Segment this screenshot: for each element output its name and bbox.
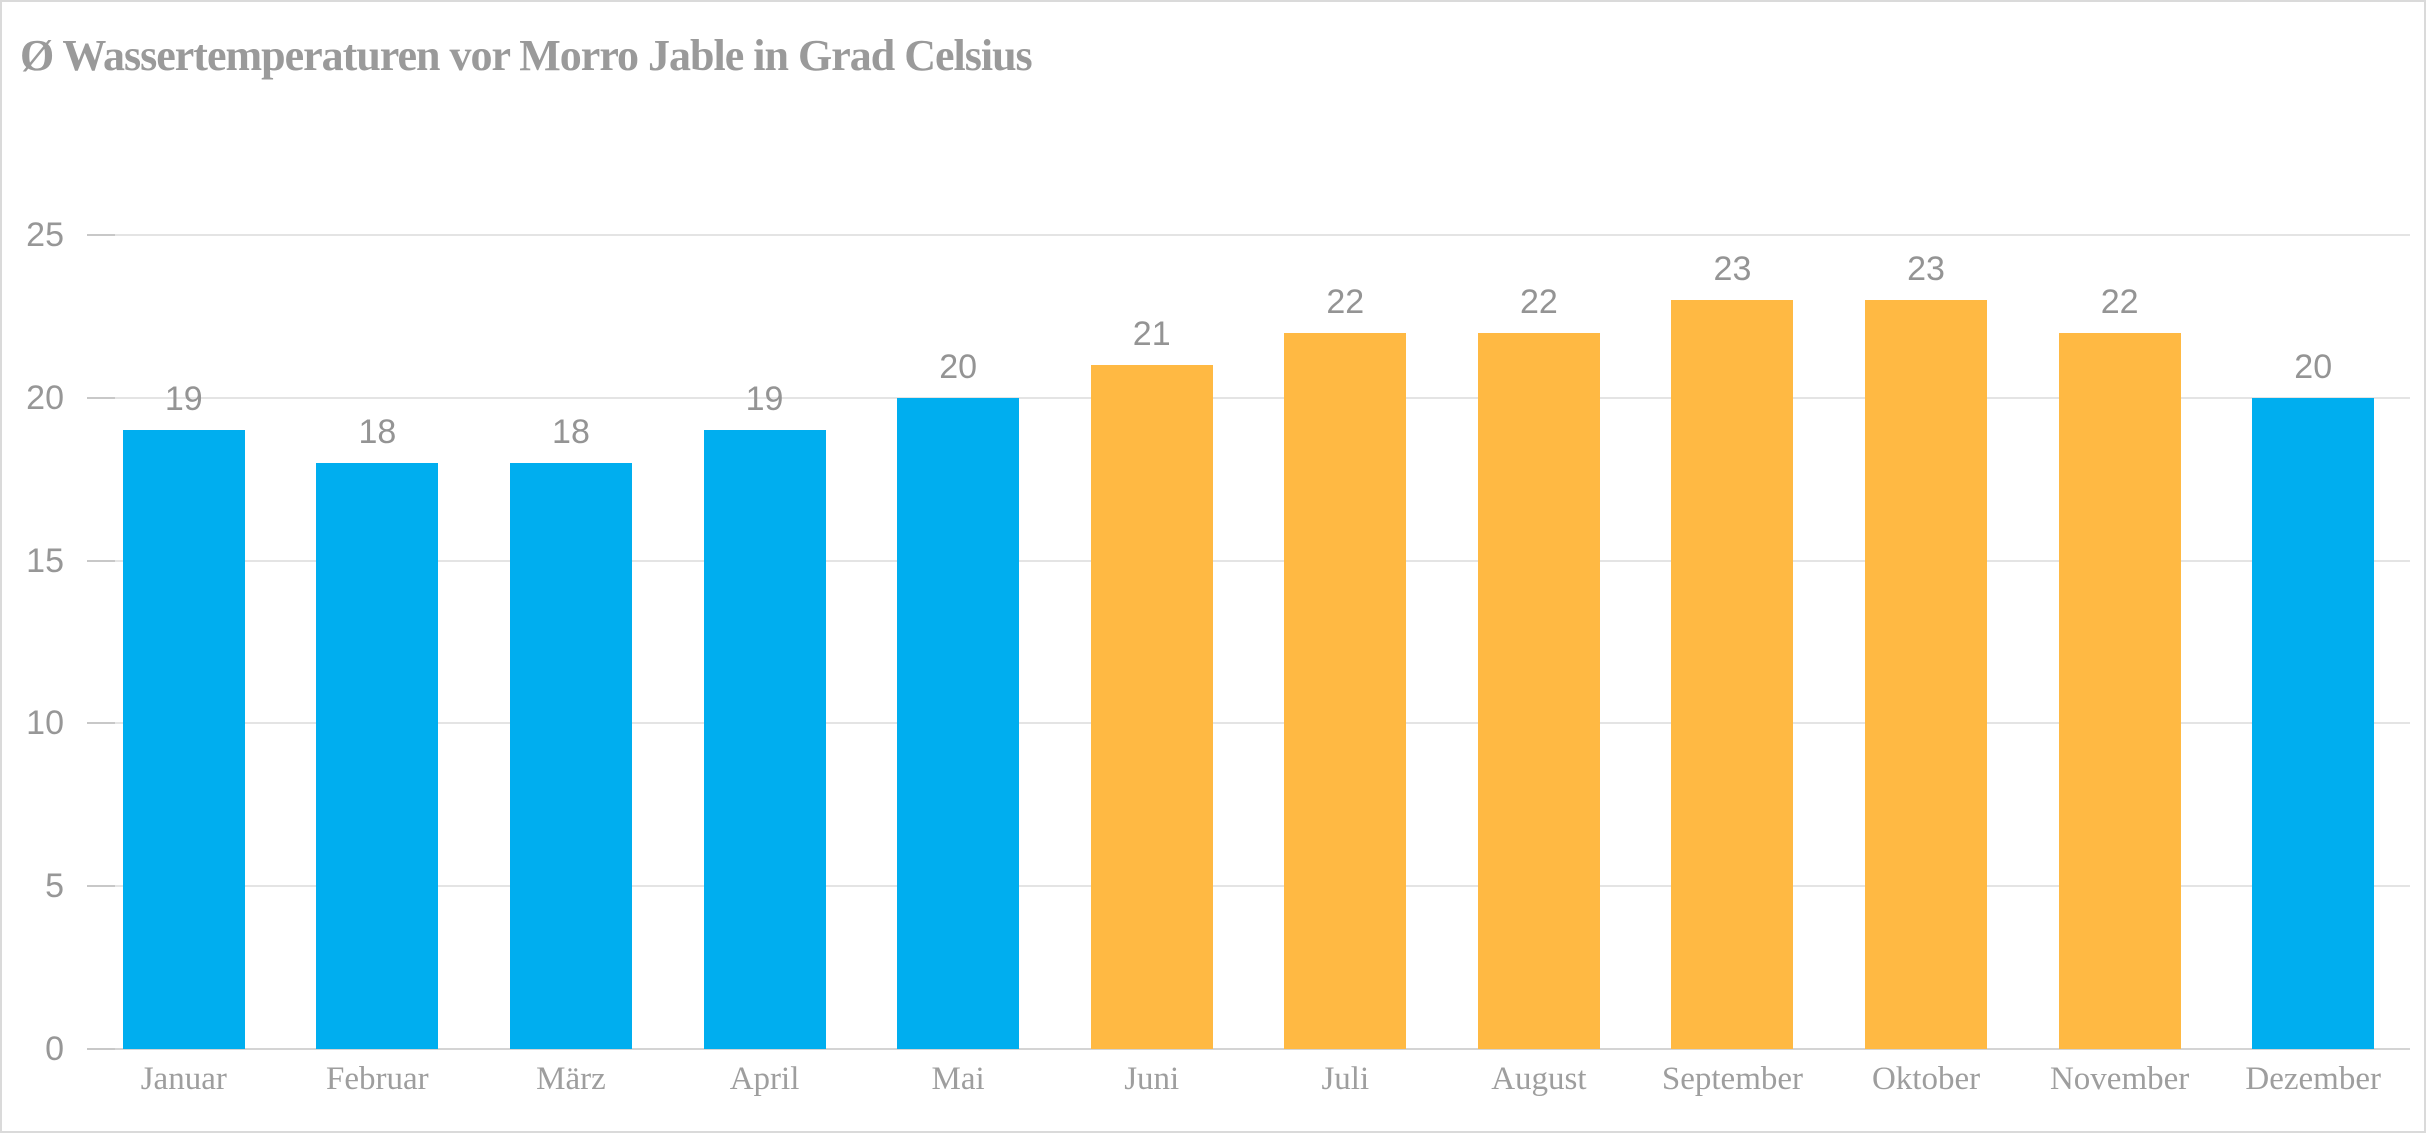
y-axis-tick-0 — [87, 1048, 115, 1050]
gridline-10 — [87, 722, 2410, 725]
bar-marz — [509, 462, 632, 1049]
bar-value-label-dezember: 20 — [2294, 347, 2333, 386]
y-axis-label-10: 10 — [26, 704, 64, 743]
y-axis-label-15: 15 — [26, 541, 64, 580]
bar-value-label-oktober: 23 — [1907, 250, 1945, 289]
bar-september — [1671, 300, 1794, 1049]
y-axis-tick-10 — [87, 722, 115, 725]
bar-value-label-februar: 18 — [358, 412, 397, 451]
x-axis-label-mai: Mai — [931, 1061, 985, 1097]
x-axis-label-marz: März — [536, 1061, 606, 1097]
x-axis-label-februar: Februar — [326, 1061, 429, 1097]
gridline-25 — [87, 234, 2410, 236]
bar-mai — [897, 397, 1020, 1049]
y-axis-label-5: 5 — [45, 867, 64, 906]
gridline-15 — [87, 559, 2410, 562]
x-axis-label-juni: Juni — [1124, 1061, 1180, 1097]
y-axis-tick-25 — [87, 234, 115, 236]
bar-value-label-august: 22 — [1519, 282, 1558, 321]
y-axis-tick-20 — [87, 396, 115, 399]
y-axis-tick-15 — [87, 559, 115, 562]
bar-februar — [316, 462, 439, 1049]
x-axis-label-dezember: Dezember — [2245, 1061, 2381, 1097]
bar-value-label-januar: 19 — [164, 380, 203, 419]
bar-dezember — [2252, 397, 2375, 1049]
bar-juli — [1284, 332, 1407, 1049]
x-axis-label-august: August — [1491, 1061, 1587, 1097]
y-axis-label-0: 0 — [45, 1030, 64, 1068]
bar-oktober — [1865, 300, 1988, 1049]
x-axis-label-januar: Januar — [140, 1061, 227, 1097]
bar-value-label-mai: 20 — [939, 347, 978, 386]
bar-value-label-juni: 21 — [1132, 315, 1171, 354]
x-axis-label-april: April — [729, 1061, 800, 1097]
bar-april — [703, 430, 826, 1049]
bar-juni — [1090, 365, 1213, 1049]
bar-value-label-juli: 22 — [1326, 282, 1365, 321]
bar-november — [2058, 332, 2181, 1049]
x-axis-label-november: November — [2049, 1061, 2190, 1097]
bar-value-label-marz: 18 — [552, 412, 590, 451]
y-axis-label-25: 25 — [26, 216, 64, 254]
y-axis-tick-5 — [87, 885, 115, 888]
x-axis-label-september: September — [1661, 1061, 1803, 1097]
chart-title: Ø Wassertemperaturen vor Morro Jable in … — [20, 31, 1033, 80]
gridline-5 — [87, 885, 2410, 888]
bar-august — [1477, 332, 1600, 1049]
x-axis-label-juli: Juli — [1321, 1061, 1370, 1097]
gridline-0 — [87, 1048, 2410, 1050]
bar-value-label-april: 19 — [745, 380, 784, 419]
bar-value-label-september: 23 — [1713, 250, 1752, 289]
bar-value-label-november: 22 — [2100, 282, 2139, 321]
gridline-20 — [87, 396, 2410, 399]
y-axis-label-20: 20 — [26, 378, 64, 417]
x-axis-label-oktober: Oktober — [1871, 1061, 1981, 1097]
bar-januar — [122, 430, 245, 1049]
